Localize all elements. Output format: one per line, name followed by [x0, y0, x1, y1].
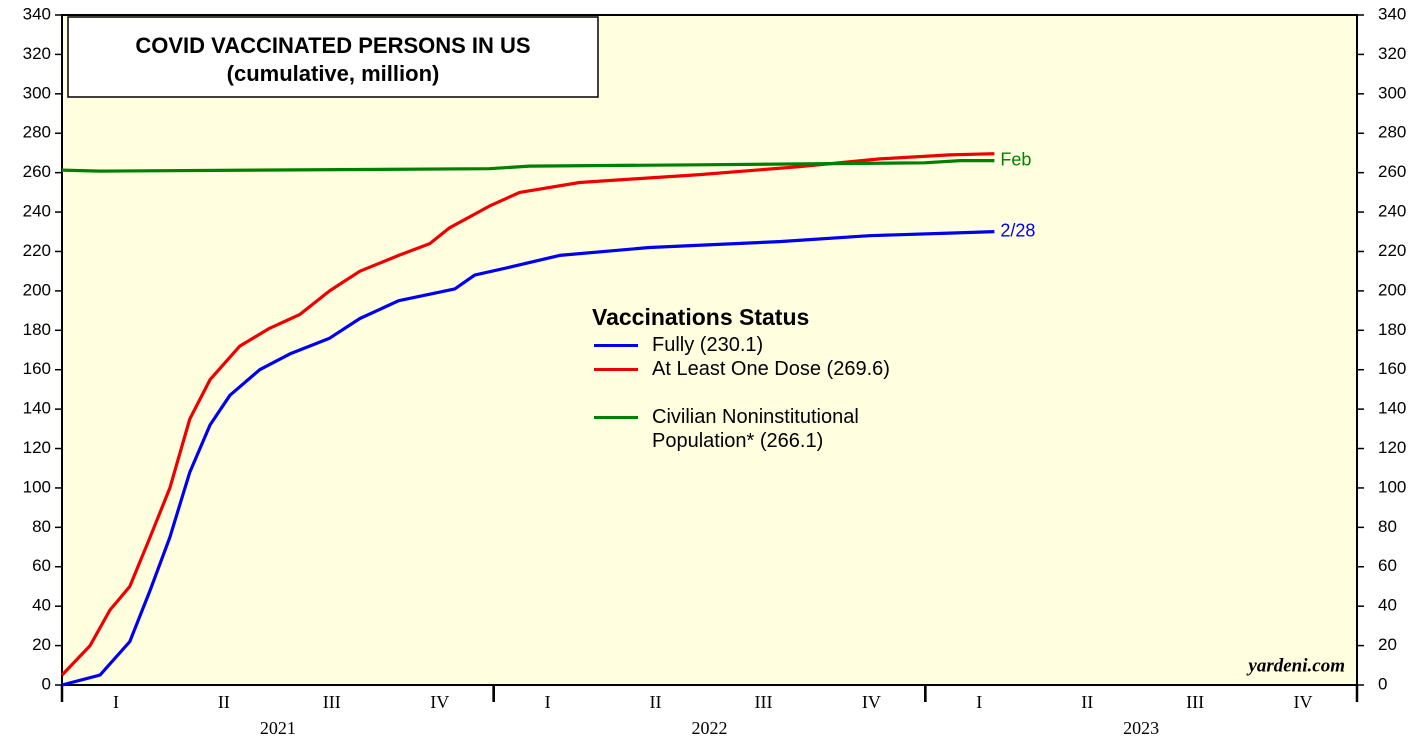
legend-label: At Least One Dose (269.6): [652, 358, 890, 380]
y2-tick-label: 200: [1378, 280, 1406, 299]
y-tick-label: 20: [32, 635, 51, 654]
y-tick-label: 280: [23, 123, 51, 142]
y2-tick-label: 80: [1378, 517, 1397, 536]
legend-swatch: [594, 368, 638, 371]
year-label: 2022: [692, 718, 728, 738]
y-tick-label: 120: [23, 438, 51, 457]
y-tick-label: 160: [23, 359, 51, 378]
legend-item: Civilian Noninstitutional Population* (2…: [592, 405, 932, 453]
x-tick-label: III: [754, 692, 772, 712]
x-tick-label: III: [1186, 692, 1204, 712]
y-tick-label: 220: [23, 241, 51, 260]
y2-tick-label: 340: [1378, 4, 1406, 23]
y2-tick-label: 220: [1378, 241, 1406, 260]
end-label: 2/28: [1000, 220, 1035, 240]
series-line: [61, 159, 995, 173]
y2-tick-label: 100: [1378, 477, 1406, 496]
y2-tick-label: 240: [1378, 202, 1406, 221]
y2-tick-label: 140: [1378, 399, 1406, 418]
y2-tick-label: 280: [1378, 123, 1406, 142]
chart-title: COVID VACCINATED PERSONS IN US: [135, 33, 530, 58]
x-tick-label: IV: [1294, 692, 1313, 712]
legend-label: Civilian Noninstitutional Population* (2…: [652, 406, 859, 452]
x-tick-label: II: [1081, 692, 1093, 712]
x-tick-label: I: [976, 692, 982, 712]
y2-tick-label: 180: [1378, 320, 1406, 339]
year-label: 2021: [260, 718, 296, 738]
y-tick-label: 0: [42, 674, 51, 693]
y-tick-label: 240: [23, 202, 51, 221]
legend-item: Fully (230.1): [592, 333, 932, 357]
y-tick-label: 40: [32, 596, 51, 615]
y2-tick-label: 40: [1378, 596, 1397, 615]
y2-tick-label: 20: [1378, 635, 1397, 654]
y2-tick-label: 120: [1378, 438, 1406, 457]
legend-item: At Least One Dose (269.6): [592, 357, 932, 381]
x-tick-label: IV: [862, 692, 881, 712]
y-tick-label: 320: [23, 44, 51, 63]
y-tick-label: 140: [23, 399, 51, 418]
y-tick-label: 60: [32, 556, 51, 575]
x-tick-label: IV: [430, 692, 449, 712]
y-tick-label: 340: [23, 4, 51, 23]
legend-swatch: [594, 416, 638, 419]
legend-title: Vaccinations Status: [592, 304, 810, 330]
y2-tick-label: 300: [1378, 83, 1406, 102]
y2-tick-label: 160: [1378, 359, 1406, 378]
end-label: Feb: [1000, 149, 1031, 169]
y2-tick-label: 260: [1378, 162, 1406, 181]
y-tick-label: 260: [23, 162, 51, 181]
x-tick-label: I: [545, 692, 551, 712]
y-tick-label: 300: [23, 83, 51, 102]
series-line: [61, 230, 995, 687]
legend: Vaccinations Status Fully (230.1) At Leas…: [592, 304, 932, 453]
y2-tick-label: 320: [1378, 44, 1406, 63]
plot-area: [61, 14, 1358, 686]
y-tick-label: 180: [23, 320, 51, 339]
x-tick-label: I: [113, 692, 119, 712]
y-tick-label: 80: [32, 517, 51, 536]
legend-label: Fully (230.1): [652, 334, 764, 356]
year-label: 2023: [1123, 718, 1159, 738]
chart-subtitle: (cumulative, million): [227, 61, 440, 86]
y-tick-label: 200: [23, 280, 51, 299]
legend-swatch: [594, 344, 638, 347]
title-box: [67, 16, 599, 98]
source: yardeni.com: [1246, 655, 1345, 676]
y2-tick-label: 0: [1378, 674, 1387, 693]
y-tick-label: 100: [23, 477, 51, 496]
x-tick-label: II: [218, 692, 230, 712]
y2-tick-label: 60: [1378, 556, 1397, 575]
x-tick-label: II: [650, 692, 662, 712]
x-tick-label: III: [323, 692, 341, 712]
series-line: [60, 152, 995, 677]
